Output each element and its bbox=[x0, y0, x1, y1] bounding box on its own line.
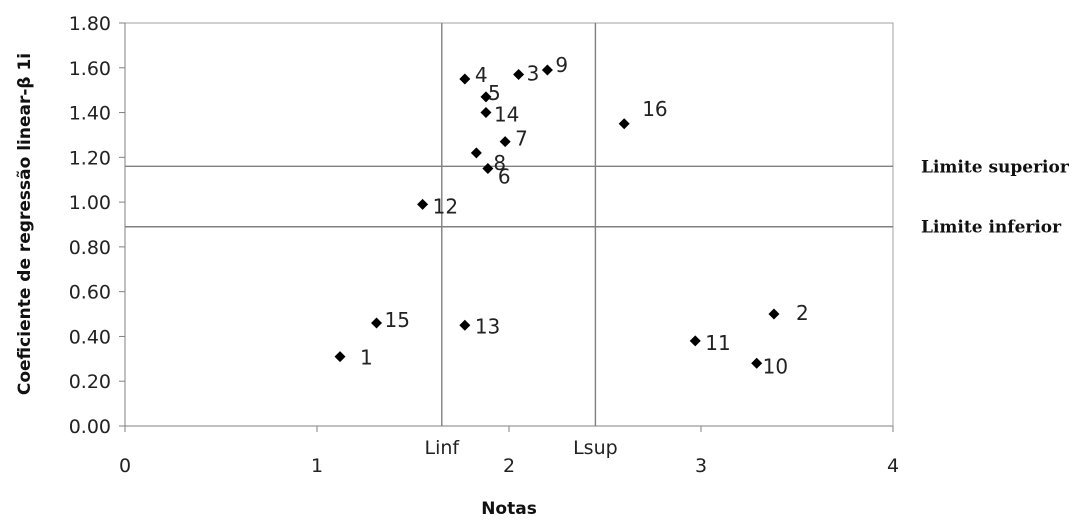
vertical-reference-label: Lsup bbox=[573, 437, 618, 459]
y-tick-label: 0.20 bbox=[69, 371, 111, 393]
y-tick-label: 0.60 bbox=[69, 282, 111, 304]
y-tick-label: 0.00 bbox=[69, 416, 111, 438]
y-tick-label: 1.20 bbox=[69, 147, 111, 169]
x-tick-label: 1 bbox=[311, 455, 323, 477]
data-point-label: 10 bbox=[763, 354, 788, 378]
data-point-label: 4 bbox=[475, 63, 488, 87]
x-tick-label: 0 bbox=[119, 455, 131, 477]
data-point-label: 15 bbox=[385, 308, 410, 332]
data-point-10 bbox=[751, 357, 763, 369]
y-tick-label: 0.40 bbox=[69, 326, 111, 348]
data-point-label: 13 bbox=[475, 314, 500, 338]
data-point-label: 12 bbox=[433, 194, 458, 218]
y-tick-labels: 0.00 0.20 0.40 0.60 0.80 1.00 1.20 1.40 1.60 1.80 bbox=[69, 13, 111, 438]
data-point-label: 3 bbox=[527, 61, 540, 85]
data-point-7 bbox=[499, 136, 511, 148]
axes bbox=[119, 22, 894, 432]
vertical-reference-label: Linf bbox=[424, 437, 460, 459]
data-point-5 bbox=[480, 91, 492, 103]
horizontal-reference-label: Limite inferior bbox=[921, 218, 1062, 238]
data-point-6 bbox=[482, 163, 494, 175]
x-tick-label: 4 bbox=[887, 455, 899, 477]
data-point-label: 8 bbox=[493, 151, 506, 175]
x-tick-label: 3 bbox=[695, 455, 707, 477]
data-point-1 bbox=[334, 351, 346, 363]
data-point-16 bbox=[618, 118, 630, 130]
data-point-13 bbox=[459, 319, 471, 331]
data-point-8 bbox=[470, 147, 482, 159]
data-point-15 bbox=[371, 317, 383, 329]
data-point-label: 9 bbox=[555, 53, 568, 77]
data-point-2 bbox=[768, 308, 780, 320]
y-tick-label: 0.80 bbox=[69, 237, 111, 259]
data-point-9 bbox=[541, 64, 553, 76]
data-point-14 bbox=[480, 107, 492, 119]
data-point-12 bbox=[417, 198, 429, 210]
data-point-label: 7 bbox=[515, 127, 528, 151]
data-point-11 bbox=[689, 335, 701, 347]
y-tick-label: 1.60 bbox=[69, 58, 111, 80]
x-tick-labels: 0 1 2 3 4 bbox=[119, 455, 899, 477]
data-point-3 bbox=[513, 68, 525, 80]
data-point-label: 11 bbox=[705, 331, 730, 355]
data-point-label: 14 bbox=[494, 103, 519, 127]
y-tick-label: 1.00 bbox=[69, 192, 111, 214]
reference-line-labels: Linf Lsup Limite superior Limite inferior bbox=[424, 157, 1069, 459]
x-axis-title: Notas bbox=[481, 499, 537, 519]
y-tick-label: 1.80 bbox=[69, 13, 111, 35]
y-tick-label: 1.40 bbox=[69, 103, 111, 125]
data-point-label: 1 bbox=[360, 346, 373, 370]
data-point-4 bbox=[459, 73, 471, 85]
data-point-label: 2 bbox=[796, 301, 809, 325]
horizontal-reference-label: Limite superior bbox=[921, 157, 1070, 177]
x-tick-label: 2 bbox=[503, 455, 515, 477]
y-axis-title: Coeficiente de regressão linear-β 1i bbox=[15, 53, 35, 395]
reference-lines bbox=[125, 23, 893, 426]
data-point-label: 6 bbox=[498, 165, 511, 189]
data-point-label: 5 bbox=[488, 81, 501, 105]
data-point-label: 16 bbox=[642, 97, 667, 121]
